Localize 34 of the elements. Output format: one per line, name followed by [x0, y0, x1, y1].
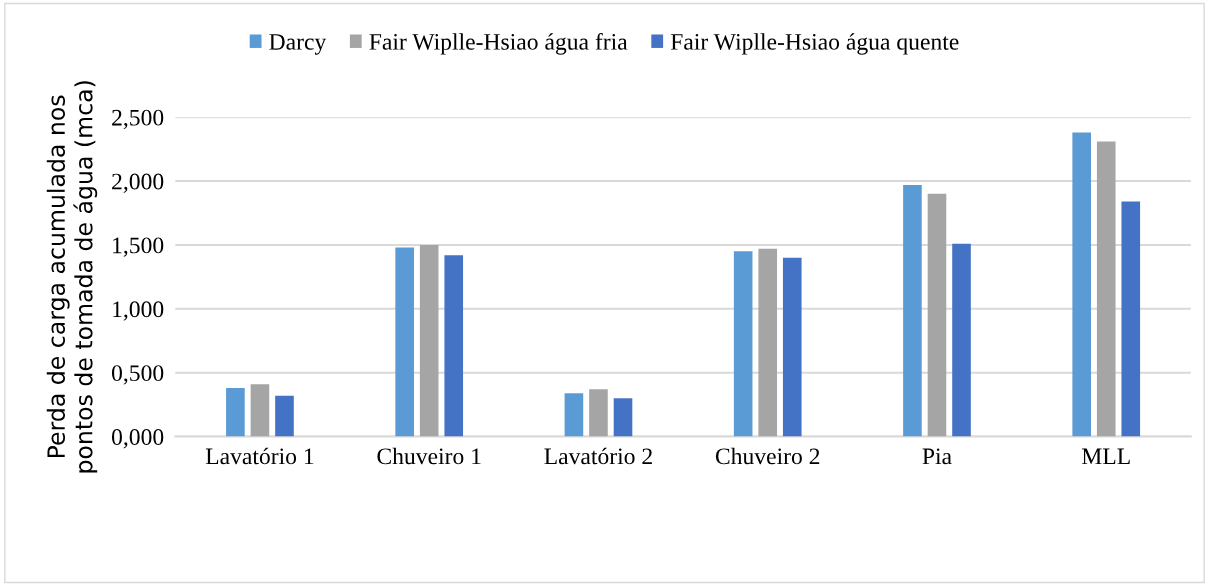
y-tick-label: 1,000 [113, 301, 164, 321]
legend-label: Darcy [269, 34, 327, 55]
y-tick-label: 2,000 [112, 173, 164, 193]
x-tick-label: MLL [1081, 448, 1130, 465]
bar [782, 257, 802, 437]
x-tick-label: Lavatório 2 [544, 447, 652, 465]
bar [1096, 141, 1116, 437]
y-tick-label: 0,500 [111, 365, 164, 385]
x-tick-label: Chuveiro 1 [377, 447, 481, 465]
bar [419, 244, 439, 437]
bar [444, 255, 464, 437]
bar [250, 384, 270, 437]
y-tick-label: 0,000 [111, 429, 164, 449]
bar [903, 184, 922, 437]
bar [226, 388, 245, 437]
bar [1072, 132, 1091, 437]
legend-label: Fair Wiplle-Hsiao água quente [670, 33, 959, 55]
bar [952, 243, 971, 437]
bar [613, 398, 633, 437]
y-tick-label: 2,500 [112, 109, 164, 130]
bar [758, 248, 778, 437]
bar [275, 395, 294, 437]
bar [927, 193, 947, 437]
bar [1121, 201, 1141, 437]
bar [733, 251, 753, 437]
y-axis-title: Perda de carga acumulada nos pontos de tomada de água (mca) [46, 81, 98, 473]
bar [395, 247, 414, 437]
bar [589, 389, 608, 437]
bar [564, 393, 584, 437]
x-tick-label: Chuveiro 2 [715, 447, 820, 465]
y-tick-label: 1,500 [113, 237, 164, 257]
legend-label: Fair Wiplle-Hsiao água fria [369, 32, 628, 55]
x-tick-label: Lavatório 1 [205, 447, 314, 465]
x-tick-label: Pia [922, 448, 952, 465]
